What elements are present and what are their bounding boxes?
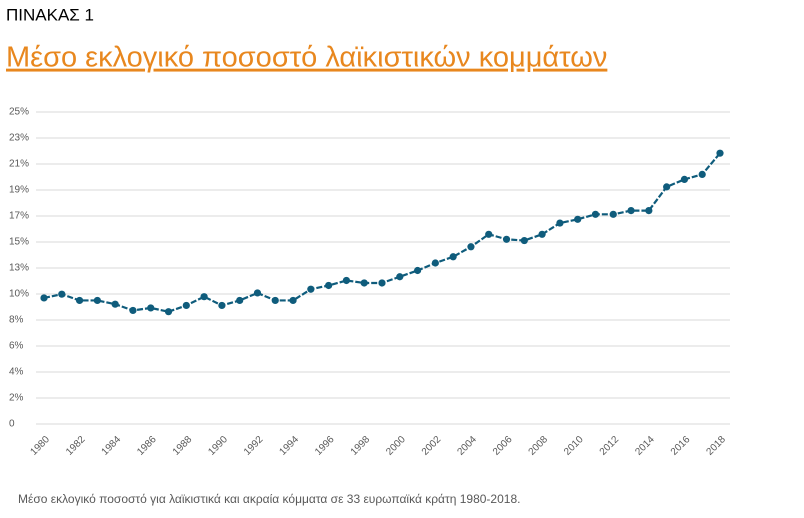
point [58, 290, 66, 298]
y-tick-label: 23% [9, 133, 29, 144]
point [716, 149, 724, 157]
y-tick-label: 13% [9, 263, 29, 274]
y-tick-label: 0 [9, 419, 15, 430]
x-tick-label: 2004 [455, 434, 479, 458]
series-line [43, 152, 721, 313]
y-tick-label: 15% [9, 237, 29, 248]
x-tick-label: 1992 [242, 434, 266, 458]
y-tick-label: 25% [9, 107, 29, 118]
point [182, 301, 190, 310]
point [609, 210, 617, 218]
point [40, 294, 48, 302]
point [680, 175, 689, 183]
point [645, 206, 653, 215]
y-tick-label: 6% [9, 341, 24, 352]
point [164, 308, 173, 316]
point [431, 259, 439, 267]
point [147, 304, 155, 312]
x-tick-label: 2010 [562, 434, 586, 458]
point [574, 215, 582, 223]
point [413, 266, 422, 275]
point [378, 279, 386, 287]
point [520, 236, 528, 245]
y-tick-label: 4% [9, 367, 24, 378]
y-tick-label: 19% [9, 185, 29, 196]
point [663, 183, 671, 191]
point [360, 279, 368, 287]
point [396, 273, 404, 281]
x-tick-label: 2014 [633, 434, 657, 458]
point [627, 206, 635, 215]
point [93, 296, 101, 305]
point [325, 281, 333, 290]
y-tick-label: 21% [9, 159, 29, 170]
y-tick-label: 2% [9, 393, 24, 404]
x-tick-label: 1996 [313, 434, 337, 458]
x-tick-label: 1980 [28, 434, 52, 458]
x-tick-label: 1984 [100, 434, 124, 458]
point [75, 296, 84, 305]
x-tick-label: 1988 [171, 434, 195, 458]
point [271, 296, 279, 305]
x-tick-label: 2018 [704, 434, 728, 458]
x-tick-label: 2012 [598, 434, 622, 458]
point [342, 276, 351, 285]
point [467, 243, 475, 251]
chart-label: ΠΙΝΑΚΑΣ 1 [6, 5, 94, 24]
point [502, 235, 511, 243]
point [253, 289, 262, 297]
point [289, 296, 297, 305]
point [485, 230, 493, 238]
point [698, 170, 706, 178]
x-tick-label: 1982 [64, 434, 88, 458]
point [111, 300, 119, 308]
x-tick-label: 2008 [527, 434, 551, 458]
x-tick-label: 2006 [491, 434, 515, 458]
point [307, 285, 315, 293]
y-tick-label: 8% [9, 315, 24, 326]
point [236, 296, 244, 305]
caption: Μέσο εκλογικό ποσοστό για λαϊκιστικά και… [18, 492, 520, 506]
y-tick-label: 17% [9, 211, 29, 222]
point [591, 210, 600, 218]
x-tick-label: 2000 [384, 434, 408, 458]
point [556, 219, 564, 227]
point [200, 293, 208, 301]
point [129, 306, 137, 315]
y-tick-label: 10% [9, 289, 29, 300]
x-tick-label: 1994 [278, 434, 302, 458]
x-tick-label: 1986 [135, 434, 159, 458]
chart-title: Μέσο εκλογικό ποσοστό λαϊκιστικών κομμάτ… [6, 42, 607, 74]
x-tick-label: 1998 [349, 434, 373, 458]
x-tick-label: 2016 [669, 434, 693, 458]
x-tick-label: 1990 [206, 434, 230, 458]
point [218, 301, 226, 310]
point [538, 230, 546, 238]
point [449, 253, 457, 261]
x-tick-label: 2002 [420, 434, 444, 458]
